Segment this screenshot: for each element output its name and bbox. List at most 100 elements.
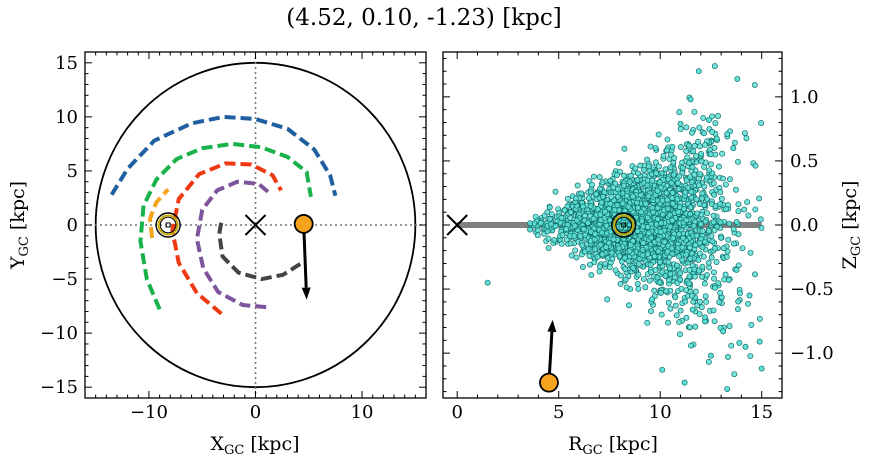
- star-point: [730, 240, 737, 247]
- star-point: [696, 201, 703, 207]
- star-point: [596, 263, 603, 270]
- star-point: [704, 210, 711, 217]
- star-point: [668, 245, 675, 252]
- star-point: [635, 285, 642, 292]
- star-point: [672, 294, 679, 301]
- star-point: [629, 193, 636, 200]
- star-point: [692, 323, 699, 330]
- star-point: [669, 190, 676, 196]
- star-point: [634, 199, 641, 206]
- star-point: [626, 248, 633, 255]
- star-point: [675, 209, 682, 215]
- star-point: [735, 298, 742, 305]
- star-point: [705, 227, 712, 234]
- star-point: [637, 162, 644, 169]
- star-point: [698, 195, 705, 202]
- star-point: [545, 245, 552, 251]
- star-point: [654, 187, 661, 194]
- star-point: [599, 179, 606, 186]
- star-point: [720, 245, 727, 252]
- star-point: [679, 165, 686, 172]
- star-point: [726, 220, 733, 227]
- sun-marker-left-outer: [155, 212, 181, 238]
- star-point: [706, 167, 713, 174]
- star-point: [757, 216, 764, 223]
- star-point: [723, 253, 730, 260]
- star-point: [635, 204, 641, 211]
- sun-marker-right-inner: [615, 216, 632, 234]
- star-point: [699, 263, 706, 270]
- star-point: [617, 280, 624, 287]
- star-point: [559, 232, 566, 238]
- star-point: [608, 193, 615, 200]
- galactic-center-marker: [244, 214, 267, 236]
- star-point: [590, 173, 597, 180]
- star-point: [675, 186, 682, 192]
- star-point: [683, 251, 690, 258]
- star-point: [675, 253, 682, 260]
- star-point: [698, 304, 705, 311]
- star-point: [655, 131, 662, 138]
- right-ytick-label: 1.0: [790, 87, 819, 108]
- star-point: [725, 236, 732, 243]
- star-point: [571, 222, 578, 229]
- star-point: [718, 234, 724, 241]
- star-point: [606, 264, 613, 271]
- star-point: [711, 318, 718, 325]
- star-point: [708, 161, 714, 168]
- star-point: [597, 211, 604, 218]
- star-point: [670, 235, 676, 242]
- star-point-outlier: [736, 339, 743, 346]
- velocity-arrow-left-shaft: [302, 223, 308, 288]
- star-point: [708, 232, 715, 239]
- star-point: [670, 200, 676, 207]
- star-point: [622, 276, 629, 283]
- star-point-outlier: [708, 352, 714, 359]
- star-point: [650, 209, 657, 216]
- star-point: [647, 269, 654, 275]
- star-point: [603, 222, 610, 229]
- star-point: [699, 244, 706, 251]
- star-point: [645, 230, 652, 237]
- star-point: [644, 214, 651, 221]
- star-point: [684, 154, 691, 161]
- star-point: [742, 413, 747, 418]
- right-xtick-label: 15: [750, 402, 773, 423]
- star-point: [717, 289, 724, 296]
- spiral-arm-blue: [109, 114, 338, 197]
- star-point: [741, 130, 748, 137]
- star-point: [644, 251, 651, 258]
- star-point: [602, 208, 608, 215]
- star-point: [735, 158, 741, 165]
- star-point: [725, 277, 732, 283]
- star-point: [580, 226, 587, 233]
- star-point: [644, 319, 651, 326]
- star-point: [658, 311, 665, 318]
- star-point: [697, 221, 704, 228]
- star-point: [702, 293, 709, 300]
- right-ylabel: ZGC [kpc]: [839, 181, 864, 270]
- star-point: [622, 266, 629, 273]
- star-point: [619, 200, 626, 207]
- star-point: [661, 239, 668, 246]
- star-point: [704, 272, 710, 279]
- spiral-arm-purple: [194, 179, 273, 310]
- object-marker-left: [293, 214, 314, 234]
- star-point: [614, 172, 620, 178]
- sun-marker-right-ring: [613, 214, 635, 236]
- star-point: [671, 274, 678, 281]
- star-point: [652, 159, 659, 166]
- star-point: [679, 244, 686, 251]
- star-point: [655, 248, 662, 255]
- star-point: [703, 299, 710, 305]
- star-point: [696, 298, 703, 305]
- star-point: [717, 201, 724, 208]
- star-point: [653, 170, 660, 177]
- star-point: [578, 190, 585, 197]
- star-point: [702, 141, 709, 148]
- star-point-outlier: [712, 284, 718, 291]
- star-point: [701, 280, 708, 287]
- star-point-outlier: [720, 328, 727, 335]
- star-point: [686, 159, 693, 166]
- star-point: [677, 331, 683, 338]
